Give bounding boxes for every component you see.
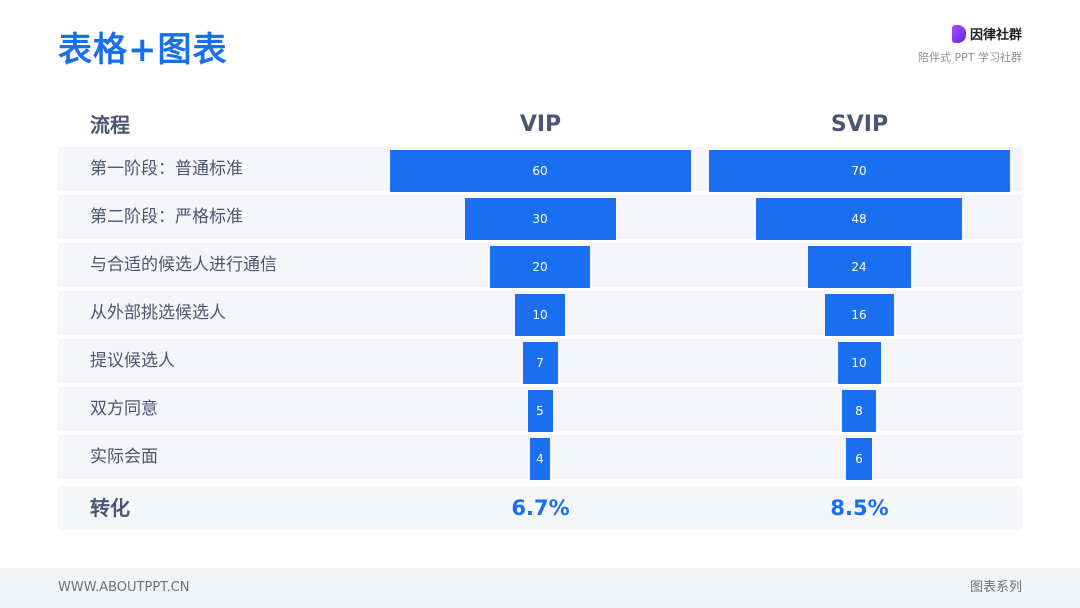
vip-bar: 4: [530, 438, 550, 480]
vip-bar: 7: [522, 342, 558, 384]
vip-bar: 30: [464, 198, 616, 240]
svip-bar: 6: [846, 438, 872, 480]
stage-label: 提议候选人: [90, 351, 175, 371]
brand-tagline: 陪伴式 PPT 学习社群: [918, 51, 1022, 64]
stage-label: 第二阶段：严格标准: [90, 207, 243, 227]
vip-bar: 20: [490, 246, 590, 288]
table-row: 实际会面 4 6: [58, 435, 1022, 480]
table-row: 第二阶段：严格标准 30 48: [58, 195, 1022, 240]
svip-conversion-rate: 8.5%: [830, 496, 889, 520]
column-header-svip: SVIP: [830, 112, 889, 137]
footer-series: 图表系列: [969, 580, 1022, 595]
stage-label: 从外部挑选候选人: [90, 303, 226, 323]
column-header-vip: VIP: [519, 112, 562, 137]
vip-conversion-rate: 6.7%: [511, 496, 570, 520]
conversion-row: 转化 6.7% 8.5%: [58, 486, 1022, 530]
brand-logo: 因律社群 陪伴式 PPT 学习社群: [918, 24, 1022, 65]
table-row: 与合适的候选人进行通信 20 24: [58, 243, 1022, 288]
page-title: 表格+图表: [58, 30, 228, 70]
svip-bar: 48: [756, 198, 962, 240]
column-header-flow: 流程: [90, 113, 130, 137]
svip-bar: 16: [824, 294, 894, 336]
stage-label: 实际会面: [90, 447, 158, 467]
svip-bar: 70: [708, 150, 1010, 192]
vip-bar: 60: [389, 150, 691, 192]
stage-label: 与合适的候选人进行通信: [90, 255, 277, 275]
table-row: 第一阶段：普通标准 60 70: [58, 147, 1022, 192]
svip-bar: 10: [837, 342, 881, 384]
footer: WWW.ABOUTPPT.CN 图表系列: [0, 568, 1080, 608]
brand-name: 因律社群: [969, 28, 1022, 43]
svip-bar: 24: [807, 246, 911, 288]
svip-bar: 8: [842, 390, 876, 432]
stage-label: 双方同意: [90, 399, 158, 419]
table-row: 从外部挑选候选人 10 16: [58, 291, 1022, 336]
stage-label: 第一阶段：普通标准: [90, 159, 243, 179]
vip-bar: 10: [515, 294, 565, 336]
conversion-label: 转化: [90, 496, 130, 520]
table-row: 双方同意 5 8: [58, 387, 1022, 432]
footer-url: WWW.ABOUTPPT.CN: [58, 580, 190, 595]
table-row: 提议候选人 7 10: [58, 339, 1022, 384]
vip-bar: 5: [527, 390, 553, 432]
brand-mark-icon: [951, 24, 966, 43]
